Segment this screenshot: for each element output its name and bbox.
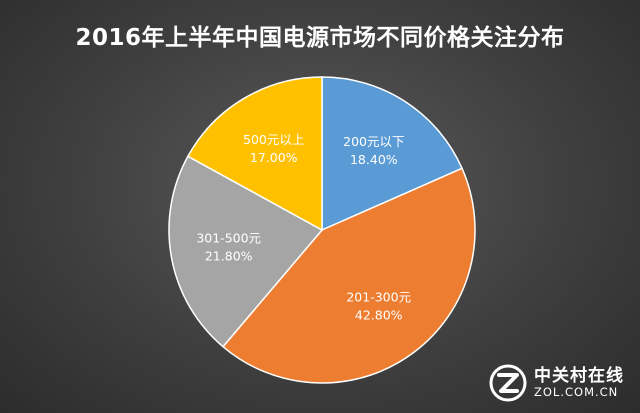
zol-logo-icon	[489, 364, 527, 402]
slice-label-3: 500元以上 17.00%	[243, 132, 304, 165]
pie-slice-3	[186, 76, 323, 232]
watermark-name: 中关村在线	[534, 366, 624, 387]
slice-name-3: 500元以上	[243, 132, 304, 147]
pie-slice-1	[221, 167, 476, 384]
watermark: 中关村在线 ZOL.COM.CN	[488, 363, 624, 403]
slice-value-0: 18.40%	[350, 152, 398, 167]
slice-name-0: 200元以下	[343, 134, 404, 149]
pie-slice-0	[321, 76, 464, 232]
pie-slice-2	[168, 155, 324, 348]
slice-label-1: 201-300元 42.80%	[346, 290, 411, 323]
slice-name-2: 301-500元	[196, 231, 261, 246]
slice-name-1: 201-300元	[346, 290, 411, 305]
chart-title: 2016年上半年中国电源市场不同价格关注分布	[75, 25, 565, 51]
watermark-site: ZOL.COM.CN	[534, 385, 619, 400]
slice-label-0: 200元以下 18.40%	[343, 134, 404, 167]
slice-label-2: 301-500元 21.80%	[196, 231, 261, 264]
slice-value-1: 42.80%	[355, 308, 403, 323]
slice-value-3: 17.00%	[250, 150, 298, 165]
slice-value-2: 21.80%	[205, 249, 253, 264]
